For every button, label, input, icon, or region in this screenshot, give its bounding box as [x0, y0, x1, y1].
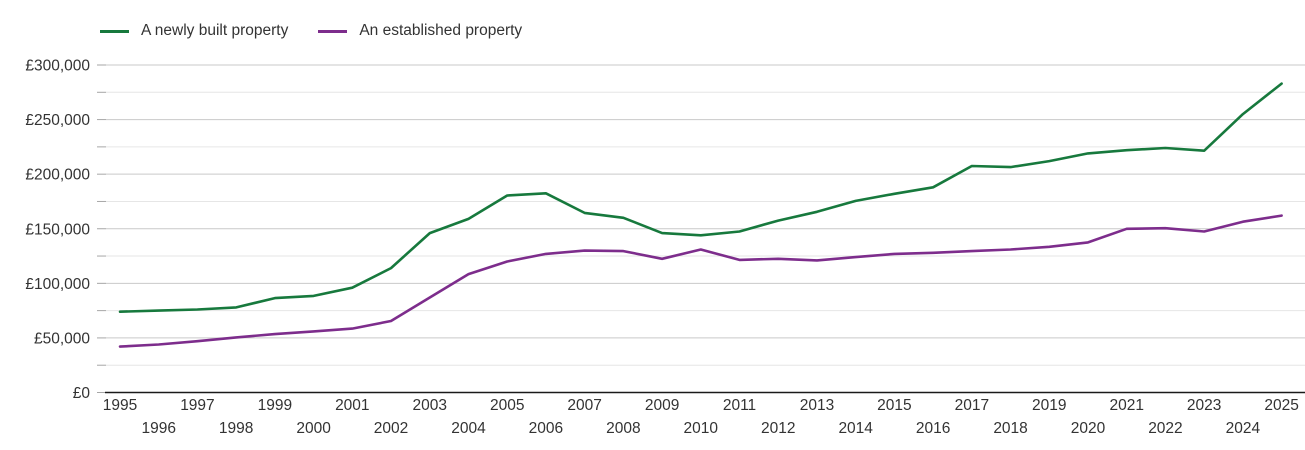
x-axis-label: 2011	[723, 397, 756, 414]
established-line-swatch	[318, 29, 348, 33]
x-axis-label: 2025	[1264, 397, 1298, 414]
x-axis-label: 1998	[219, 420, 253, 437]
y-axis-label: £300,000	[25, 58, 90, 75]
legend-item-established: An established property	[318, 22, 522, 40]
x-axis-label: 2001	[335, 397, 369, 414]
x-axis-label: 2007	[567, 397, 601, 414]
x-axis-label: 2003	[413, 397, 447, 414]
x-axis-label: 2012	[761, 420, 795, 437]
newly-built-line-swatch	[100, 29, 129, 33]
y-axis-label: £200,000	[25, 167, 90, 184]
legend-label-established: An established property	[359, 22, 523, 39]
x-axis-label: 1999	[258, 397, 292, 414]
x-axis-label: 2023	[1187, 397, 1221, 414]
x-axis-label: 2000	[296, 420, 331, 437]
x-axis-label: 2015	[877, 397, 911, 414]
y-axis-label: £0	[73, 385, 91, 402]
x-axis-label: 2006	[529, 420, 563, 437]
legend-label-newly-built: A newly built property	[141, 22, 289, 39]
legend: A newly built property An established pr…	[100, 22, 522, 40]
y-axis-label: £50,000	[34, 330, 90, 347]
x-axis-label: 2014	[838, 420, 873, 437]
x-axis-label: 2005	[490, 397, 524, 414]
x-axis-label: 2017	[955, 397, 989, 414]
x-axis-label: 2020	[1071, 420, 1106, 437]
x-axis-label: 2008	[606, 420, 640, 437]
x-axis-label: 1996	[141, 420, 175, 437]
legend-item-newly-built: A newly built property	[100, 22, 288, 40]
x-axis-label: 2013	[800, 397, 834, 414]
x-axis-label: 2016	[916, 420, 950, 437]
x-axis-label: 2018	[993, 420, 1027, 437]
x-axis-label: 2010	[684, 420, 719, 437]
newly-built-line	[118, 82, 1283, 314]
x-axis-label: 2004	[451, 420, 486, 437]
x-axis-label: 2021	[1109, 397, 1143, 414]
x-axis-label: 2002	[374, 420, 408, 437]
y-axis-label: £250,000	[25, 112, 90, 129]
x-axis-label: 2022	[1148, 420, 1182, 437]
y-axis-label: £150,000	[25, 221, 90, 238]
x-axis-label: 2024	[1226, 420, 1261, 437]
established-line	[118, 214, 1283, 348]
x-axis-label: 2019	[1032, 397, 1066, 414]
x-axis-label: 1997	[180, 397, 214, 414]
y-axis-label: £100,000	[25, 276, 90, 293]
x-axis-label: 2009	[645, 397, 679, 414]
x-axis-label: 1995	[103, 397, 137, 414]
